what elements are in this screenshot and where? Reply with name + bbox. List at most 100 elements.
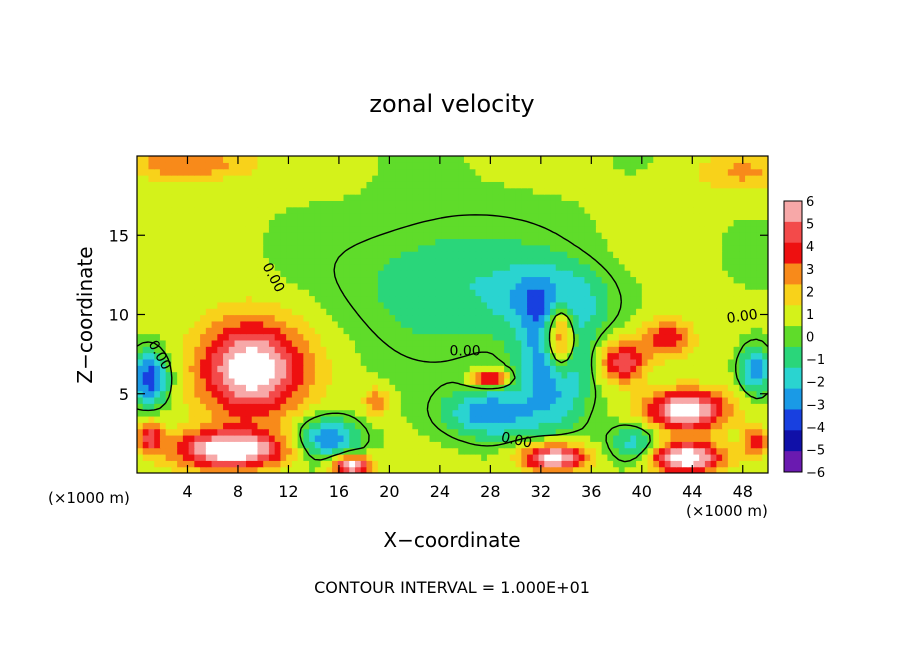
heatmap-cell (332, 295, 339, 303)
heatmap-cell (332, 460, 339, 468)
heatmap-cell (171, 409, 178, 417)
heatmap-cell (137, 466, 144, 473)
heatmap-cell (245, 219, 253, 227)
heatmap-cell (636, 466, 643, 473)
heatmap-cell (538, 453, 545, 461)
heatmap-cell (205, 365, 213, 373)
heatmap-cell (607, 333, 614, 341)
heatmap-cell (188, 453, 195, 461)
heatmap-cell (687, 371, 695, 379)
heatmap-cell (154, 434, 161, 442)
heatmap-cell (624, 384, 631, 392)
heatmap-cell (366, 422, 373, 430)
heatmap-cell (182, 257, 190, 265)
heatmap-cell (400, 390, 408, 398)
heatmap-cell (532, 396, 540, 404)
heatmap-cell (458, 213, 465, 220)
heatmap-cell (567, 403, 574, 411)
heatmap-cell (309, 200, 316, 208)
heatmap-cell (228, 251, 236, 259)
heatmap-cell (303, 415, 310, 423)
heatmap-cell (320, 206, 327, 214)
heatmap-cell (538, 396, 545, 404)
heatmap-cell (676, 409, 683, 417)
heatmap-cell (228, 206, 236, 214)
heatmap-cell (395, 187, 402, 195)
heatmap-cell (653, 314, 660, 322)
heatmap-cell (733, 415, 740, 423)
heatmap-cell (745, 339, 752, 347)
heatmap-cell (257, 308, 264, 316)
heatmap-cell (624, 371, 631, 379)
heatmap-cell (704, 289, 712, 297)
heatmap-cell (159, 371, 167, 379)
heatmap-cell (693, 371, 700, 379)
heatmap-cell (647, 308, 654, 316)
heatmap-cell (154, 276, 161, 284)
heatmap-cell (240, 257, 247, 265)
heatmap-cell (366, 251, 373, 259)
heatmap-cell (320, 371, 327, 379)
heatmap-cell (268, 263, 276, 271)
heatmap-cell (165, 282, 173, 290)
heatmap-cell (142, 422, 150, 430)
heatmap-cell (251, 422, 259, 430)
heatmap-cell (263, 181, 270, 189)
heatmap-cell (142, 409, 150, 417)
heatmap-cell (395, 441, 402, 449)
heatmap-cell (710, 358, 717, 366)
heatmap-cell (624, 194, 631, 201)
heatmap-cell (418, 327, 425, 335)
heatmap-cell (177, 225, 184, 233)
heatmap-cell (280, 460, 287, 468)
heatmap-cell (240, 339, 247, 347)
heatmap-cell (286, 251, 293, 259)
heatmap-cell (607, 301, 614, 309)
heatmap-cell (509, 295, 517, 303)
heatmap-cell (613, 390, 620, 398)
heatmap-cell (544, 396, 551, 404)
heatmap-cell (475, 244, 482, 252)
heatmap-cell (326, 377, 333, 385)
heatmap-cell (257, 282, 264, 290)
heatmap-cell (303, 251, 310, 259)
heatmap-cell (727, 238, 735, 246)
heatmap-cell (756, 434, 763, 442)
heatmap-cell (521, 206, 528, 214)
heatmap-cell (498, 194, 505, 201)
heatmap-cell (521, 289, 528, 297)
heatmap-cell (154, 327, 161, 335)
heatmap-cell (337, 301, 345, 309)
heatmap-cell (372, 213, 379, 220)
heatmap-cell (159, 428, 167, 436)
heatmap-cell (412, 213, 419, 220)
heatmap-cell (693, 377, 700, 385)
heatmap-cell (561, 232, 568, 240)
heatmap-cell (618, 314, 626, 322)
heatmap-cell (280, 365, 287, 373)
heatmap-cell (590, 466, 597, 473)
heatmap-cell (383, 251, 390, 259)
heatmap-cell (704, 257, 712, 265)
heatmap-cell (750, 460, 758, 468)
heatmap-cell (309, 238, 316, 246)
heatmap-cell (584, 365, 591, 373)
heatmap-cell (412, 409, 419, 417)
heatmap-cell (349, 206, 356, 214)
heatmap-cell (441, 409, 448, 417)
heatmap-cell (211, 225, 218, 233)
heatmap-cell (739, 327, 746, 335)
heatmap-cell (521, 327, 528, 335)
heatmap-cell (716, 301, 723, 309)
heatmap-cell (171, 346, 178, 354)
heatmap-cell (366, 181, 373, 189)
heatmap-cell (492, 225, 499, 233)
heatmap-cell (716, 308, 723, 316)
heatmap-cell (463, 460, 471, 468)
heatmap-cell (200, 428, 207, 436)
heatmap-cell (659, 238, 666, 246)
heatmap-cell (349, 270, 356, 278)
heatmap-cell (659, 447, 666, 455)
heatmap-cell (515, 358, 522, 366)
heatmap-cell (188, 289, 195, 297)
